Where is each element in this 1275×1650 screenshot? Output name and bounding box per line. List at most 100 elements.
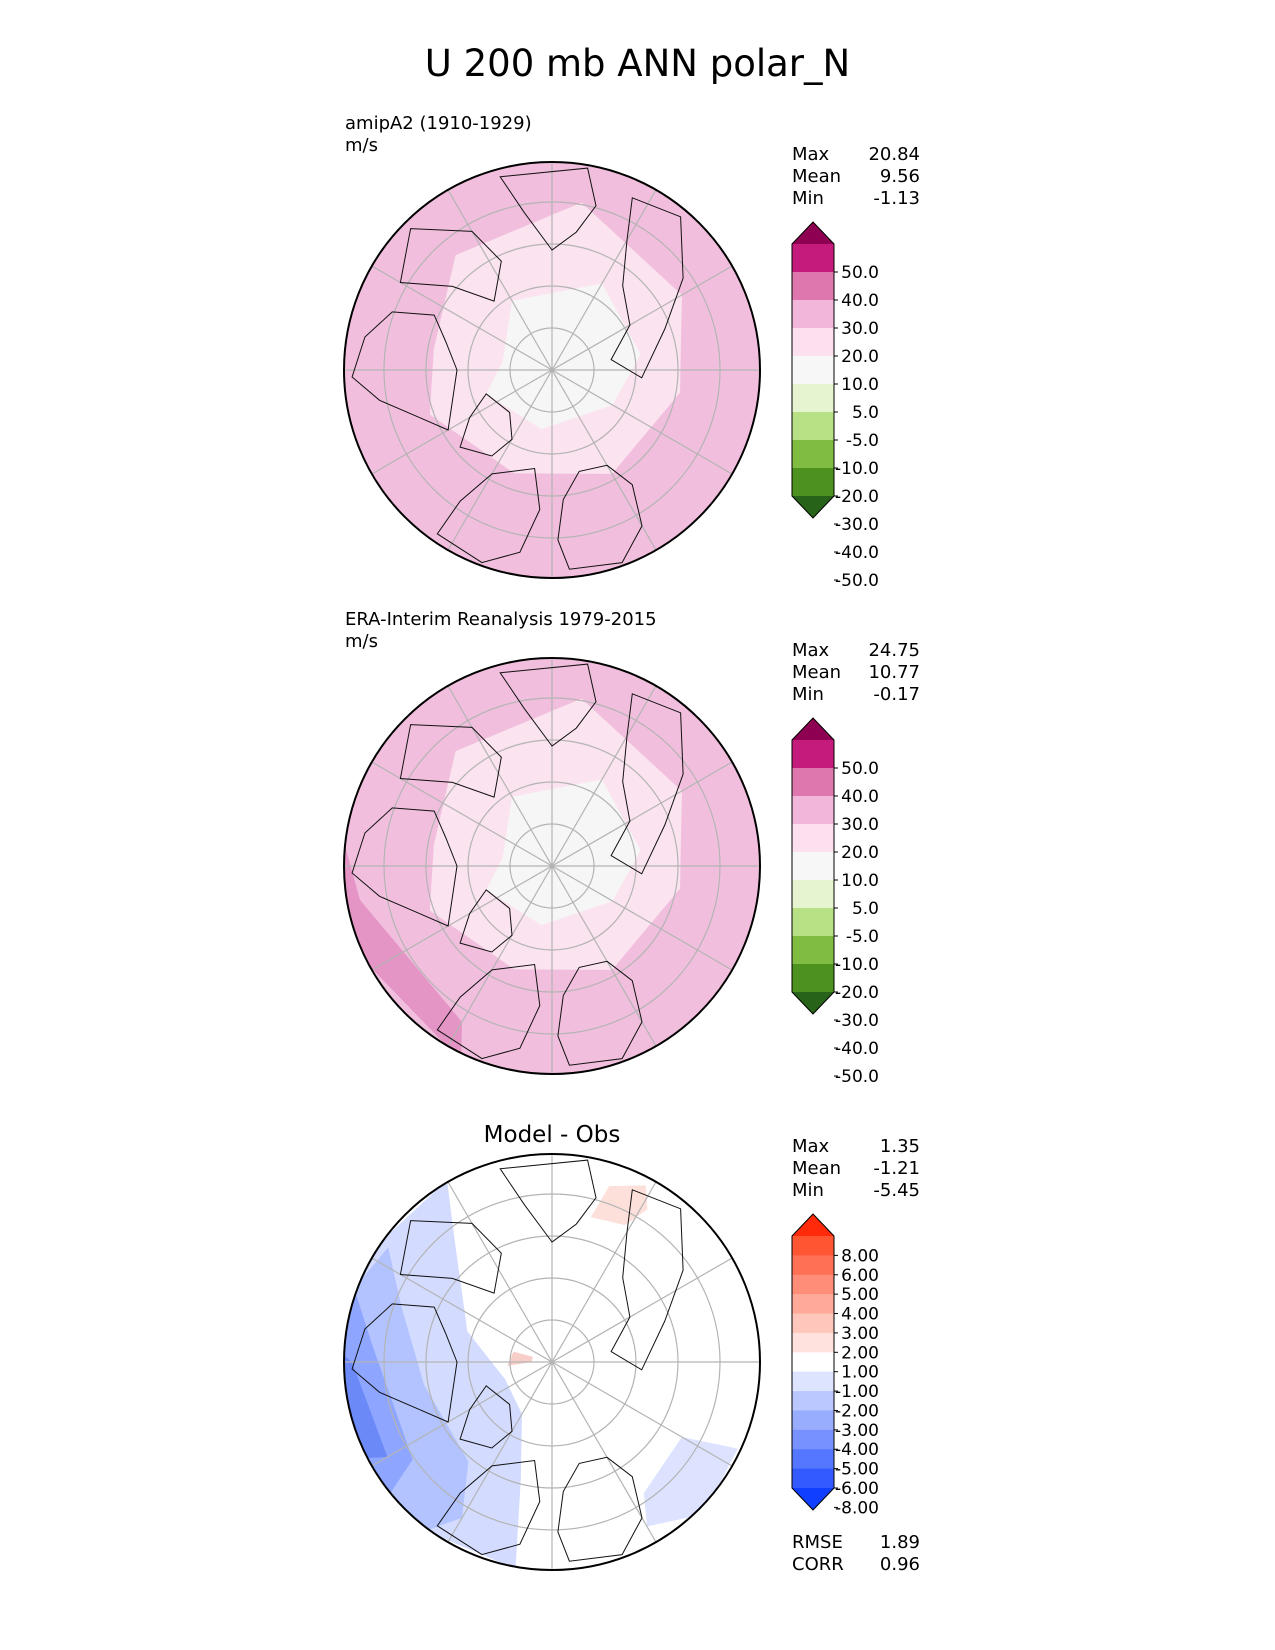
colorbar-tick-label: -30.0 bbox=[835, 1011, 879, 1031]
colorbar-extend-bottom bbox=[792, 496, 834, 518]
coastline bbox=[459, 393, 513, 457]
colorbar-tick-label: -40.0 bbox=[835, 543, 879, 563]
meridian-line bbox=[447, 1181, 657, 1543]
colorbar-tick-label: -1.00 bbox=[835, 1382, 879, 1402]
obs-panel-title: ERA-Interim Reanalysis 1979-2015 bbox=[345, 609, 657, 630]
colorbar-extend-top bbox=[792, 718, 834, 740]
map-region bbox=[344, 828, 462, 1061]
coastline bbox=[499, 663, 597, 747]
stat-value: 0.96 bbox=[879, 1554, 920, 1575]
stat-row-min: Min -5.45 bbox=[792, 1180, 920, 1202]
stat-value: 24.75 bbox=[868, 640, 920, 661]
map-fill-layer bbox=[344, 658, 760, 1074]
colorbar-cell bbox=[792, 1468, 834, 1489]
coastline bbox=[557, 960, 643, 1066]
coastline bbox=[459, 1385, 513, 1449]
colorbar-tick-label: 30.0 bbox=[841, 815, 879, 835]
colorbar-tick-label: 1.00 bbox=[841, 1363, 879, 1383]
map-fill-layer bbox=[344, 1154, 760, 1570]
colorbar-cell bbox=[792, 328, 834, 357]
stat-label: Min bbox=[792, 188, 824, 209]
meridian-line bbox=[371, 761, 733, 971]
colorbar-tick-label: -2.00 bbox=[835, 1401, 879, 1421]
colorbar-tick-label: 5.00 bbox=[841, 1285, 879, 1305]
latitude-circle bbox=[509, 1319, 595, 1405]
colorbar-tick-label: -20.0 bbox=[835, 487, 879, 507]
colorbar-tick-label: 5.0 bbox=[852, 403, 879, 423]
obs-panel-header: ERA-Interim Reanalysis 1979-2015 m/s bbox=[345, 609, 657, 653]
colorbar-tick-label: -10.0 bbox=[835, 459, 879, 479]
map-region bbox=[486, 779, 641, 926]
colorbar-cell bbox=[792, 1255, 834, 1276]
model-stats: Max 20.84 Mean 9.56 Min -1.13 bbox=[792, 144, 920, 210]
colorbar-tick-label: -5.0 bbox=[846, 431, 879, 451]
coastline bbox=[351, 807, 458, 927]
colorbar-outline bbox=[791, 1213, 835, 1511]
meridian-line bbox=[371, 265, 733, 475]
stat-row-mean: Mean 9.56 bbox=[792, 166, 920, 188]
stat-row-rmse: RMSE 1.89 bbox=[792, 1532, 920, 1554]
model-panel-units: m/s bbox=[345, 135, 378, 156]
model-panel-header: amipA2 (1910-1929) m/s bbox=[345, 113, 532, 157]
latitude-circle bbox=[383, 1193, 721, 1531]
colorbar-tick-label: 30.0 bbox=[841, 319, 879, 339]
colorbar-cell bbox=[792, 908, 834, 937]
colorbar-outline bbox=[791, 717, 835, 1015]
colorbar-cell bbox=[792, 880, 834, 909]
meridian-line bbox=[447, 685, 657, 1047]
coastline bbox=[399, 228, 502, 302]
colorbar-cell bbox=[792, 272, 834, 301]
map-region bbox=[344, 1342, 388, 1460]
colorbar-tick-label: -5.00 bbox=[835, 1460, 879, 1480]
coastline bbox=[459, 889, 513, 953]
map-region bbox=[507, 1351, 533, 1366]
colorbar-cell bbox=[792, 1332, 834, 1353]
colorbar-extend-bottom bbox=[792, 1488, 834, 1510]
stat-label: Max bbox=[792, 1136, 830, 1157]
colorbar-cell bbox=[792, 824, 834, 853]
stat-label: RMSE bbox=[792, 1532, 843, 1553]
stat-row-mean: Mean 10.77 bbox=[792, 662, 920, 684]
colorbar-cell bbox=[792, 1391, 834, 1411]
diff-extra-stats: RMSE 1.89 CORR 0.96 bbox=[792, 1532, 920, 1576]
colorbar-cell bbox=[792, 852, 834, 881]
map-region bbox=[429, 202, 682, 474]
colorbar-cell bbox=[792, 244, 834, 273]
colorbar-cell bbox=[792, 384, 834, 413]
colorbar-tick-label: 40.0 bbox=[841, 291, 879, 311]
stat-row-max: Max 1.35 bbox=[792, 1136, 920, 1158]
meridian-line bbox=[371, 265, 733, 475]
map-fill-layer bbox=[344, 162, 760, 578]
stat-value: 1.35 bbox=[879, 1136, 920, 1157]
model-panel-title: amipA2 (1910-1929) bbox=[345, 113, 532, 134]
stat-row-min: Min -1.13 bbox=[792, 188, 920, 210]
colorbar-cell bbox=[792, 1410, 834, 1431]
stat-label: Max bbox=[792, 144, 830, 165]
stat-label: Mean bbox=[792, 166, 842, 187]
obs-stats: Max 24.75 Mean 10.77 Min -0.17 bbox=[792, 640, 920, 706]
colorbar-cell bbox=[792, 468, 834, 497]
colorbar-tick-label: -4.00 bbox=[835, 1440, 879, 1460]
figure-title: U 200 mb ANN polar_N bbox=[424, 42, 851, 85]
map-region bbox=[643, 1437, 738, 1527]
coastline bbox=[436, 467, 541, 564]
stat-value: -5.45 bbox=[873, 1180, 920, 1201]
map-region bbox=[429, 698, 682, 970]
stat-label: Mean bbox=[792, 662, 842, 683]
coastline bbox=[351, 1303, 458, 1423]
latitude-circle bbox=[509, 327, 595, 413]
meridian-line bbox=[447, 189, 657, 551]
obs-panel-units: m/s bbox=[345, 631, 378, 652]
colorbar-cell bbox=[792, 440, 834, 469]
latitude-circle bbox=[467, 1277, 637, 1447]
colorbar-cell bbox=[792, 964, 834, 993]
stat-label: Min bbox=[792, 684, 824, 705]
colorbar-cell bbox=[792, 1449, 834, 1470]
colorbar-cell bbox=[792, 1313, 834, 1334]
diff-panel-title: Model - Obs bbox=[483, 1122, 621, 1148]
colorbar-extend-top bbox=[792, 1214, 834, 1236]
map-region bbox=[344, 1290, 413, 1504]
colorbar-cell bbox=[792, 300, 834, 329]
map-region bbox=[344, 1180, 522, 1569]
